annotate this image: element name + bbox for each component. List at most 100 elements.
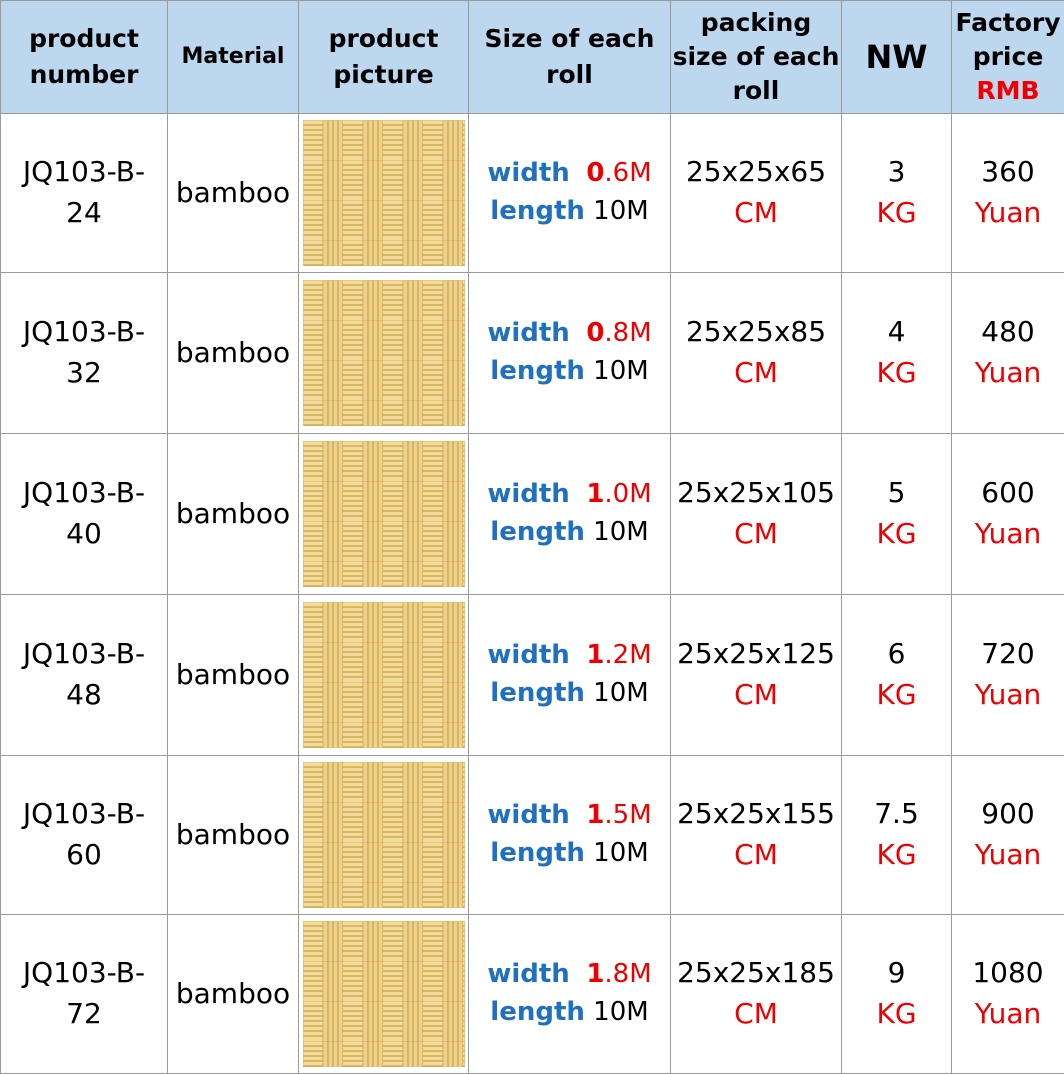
header-text: Factory (955, 8, 1060, 37)
packing-cell: 25x25x185 CM (671, 915, 842, 1074)
width-value-rest: .6M (604, 158, 651, 188)
width-value-rest: .5M (604, 800, 651, 830)
material-cell: bamboo (168, 756, 299, 915)
header-text: packing (701, 8, 811, 37)
nw-unit: KG (876, 517, 916, 550)
width-label: width (487, 800, 569, 830)
nw-unit: KG (876, 997, 916, 1030)
size-cell: width 1.8M length 10M (469, 915, 671, 1074)
header-size-of-roll: Size of each roll (469, 1, 671, 114)
bamboo-mat-image (303, 280, 465, 426)
nw-cell: 3 KG (842, 114, 952, 273)
size-cell: width 1.0M length 10M (469, 434, 671, 595)
packing-cell: 25x25x85 CM (671, 273, 842, 434)
price-cell: 720 Yuan (952, 595, 1064, 756)
bamboo-mat-image (303, 441, 465, 587)
width-value-int: 1 (586, 800, 604, 830)
header-text: Size of each (485, 24, 655, 53)
header-text: roll (546, 60, 593, 89)
product-number: JQ103-B- (23, 155, 145, 188)
header-material: Material (168, 1, 299, 114)
price-value: 720 (981, 637, 1034, 670)
price-cell: 1080 Yuan (952, 915, 1064, 1074)
product-number-cell: JQ103-B- 60 (1, 756, 168, 915)
picture-cell (299, 915, 469, 1074)
table-row: JQ103-B- 24 bamboo width 0.6M length 10M… (1, 114, 1064, 273)
width-label: width (487, 479, 569, 509)
header-text: roll (733, 76, 780, 105)
price-unit: Yuan (975, 196, 1042, 229)
nw-value: 6 (888, 637, 906, 670)
nw-cell: 7.5 KG (842, 756, 952, 915)
picture-cell (299, 595, 469, 756)
packing-cell: 25x25x105 CM (671, 434, 842, 595)
product-number-suffix: 60 (66, 838, 102, 871)
table-row: JQ103-B- 72 bamboo width 1.8M length 10M… (1, 915, 1064, 1074)
material-value: bamboo (176, 336, 290, 369)
nw-value: 5 (888, 476, 906, 509)
nw-unit: KG (876, 678, 916, 711)
product-number: JQ103-B- (23, 637, 145, 670)
nw-value: 7.5 (874, 797, 919, 830)
packing-value: 25x25x85 (686, 315, 826, 348)
size-cell: width 0.6M length 10M (469, 114, 671, 273)
product-number: JQ103-B- (23, 476, 145, 509)
price-value: 360 (981, 155, 1034, 188)
material-value: bamboo (176, 176, 290, 209)
packing-unit: CM (734, 196, 778, 229)
product-number-cell: JQ103-B- 40 (1, 434, 168, 595)
bamboo-mat-image (303, 921, 465, 1067)
packing-value: 25x25x105 (677, 476, 835, 509)
length-label: length (490, 997, 585, 1027)
table-row: JQ103-B- 48 bamboo width 1.2M length 10M… (1, 595, 1064, 756)
header-packing-size: packing size of each roll (671, 1, 842, 114)
product-number-suffix: 72 (66, 997, 102, 1030)
length-value: 10M (593, 356, 649, 386)
bamboo-mat-image (303, 762, 465, 908)
price-cell: 360 Yuan (952, 114, 1064, 273)
product-number: JQ103-B- (23, 956, 145, 989)
material-value: bamboo (176, 977, 290, 1010)
product-number-cell: JQ103-B- 32 (1, 273, 168, 434)
packing-cell: 25x25x125 CM (671, 595, 842, 756)
price-cell: 600 Yuan (952, 434, 1064, 595)
size-cell: width 1.5M length 10M (469, 756, 671, 915)
price-unit: Yuan (975, 356, 1042, 389)
product-number-suffix: 48 (66, 678, 102, 711)
material-value: bamboo (176, 658, 290, 691)
length-label: length (490, 356, 585, 386)
nw-cell: 4 KG (842, 273, 952, 434)
material-cell: bamboo (168, 434, 299, 595)
width-value-int: 0 (586, 158, 604, 188)
product-number: JQ103-B- (23, 797, 145, 830)
header-text: picture (333, 60, 433, 89)
material-value: bamboo (176, 818, 290, 851)
nw-unit: KG (876, 196, 916, 229)
packing-value: 25x25x125 (677, 637, 835, 670)
price-value: 480 (981, 315, 1034, 348)
packing-value: 25x25x65 (686, 155, 826, 188)
length-label: length (490, 678, 585, 708)
nw-cell: 6 KG (842, 595, 952, 756)
header-text: price (973, 42, 1044, 71)
material-cell: bamboo (168, 915, 299, 1074)
header-product-number: product number (1, 1, 168, 114)
packing-unit: CM (734, 838, 778, 871)
length-value: 10M (593, 997, 649, 1027)
product-number-suffix: 24 (66, 196, 102, 229)
header-nw: NW (842, 1, 952, 114)
width-value-int: 1 (586, 959, 604, 989)
price-unit: Yuan (975, 678, 1042, 711)
packing-cell: 25x25x155 CM (671, 756, 842, 915)
header-text: NW (865, 38, 927, 76)
header-text: size of each (673, 42, 840, 71)
material-cell: bamboo (168, 595, 299, 756)
picture-cell (299, 114, 469, 273)
header-text: number (30, 60, 139, 89)
width-label: width (487, 640, 569, 670)
packing-cell: 25x25x65 CM (671, 114, 842, 273)
length-value: 10M (593, 196, 649, 226)
width-value-int: 1 (586, 479, 604, 509)
header-currency: RMB (976, 76, 1039, 105)
